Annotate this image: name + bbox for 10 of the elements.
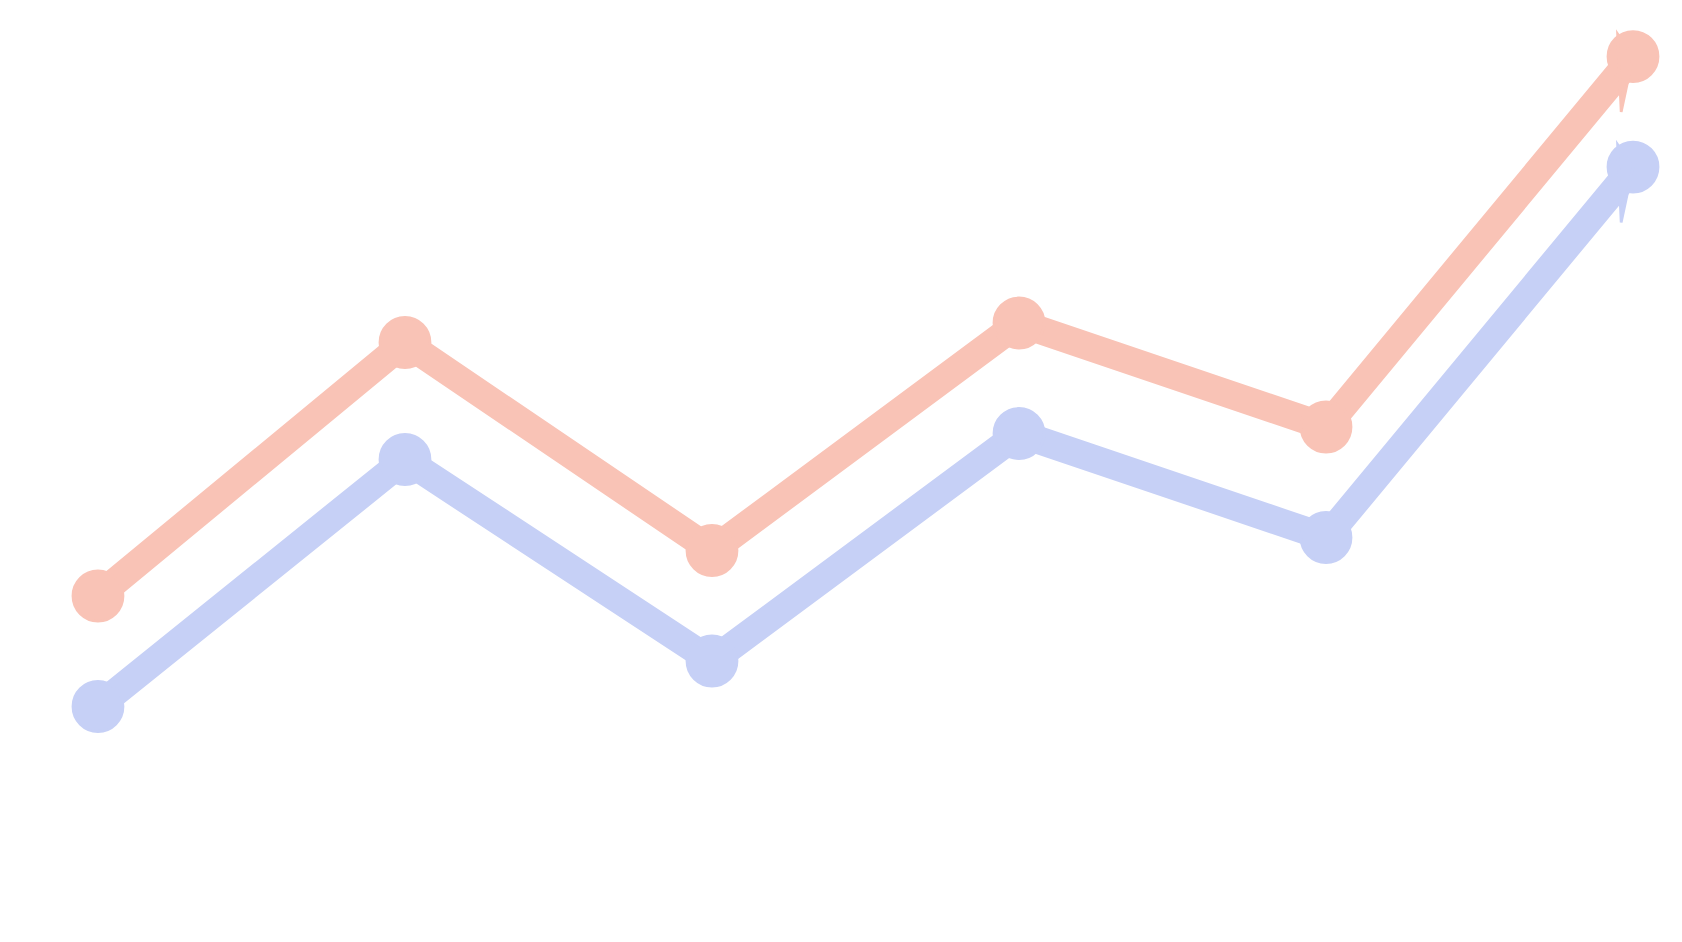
point bbox=[378, 433, 432, 486]
point bbox=[378, 316, 432, 369]
point bbox=[71, 680, 125, 733]
point bbox=[685, 524, 739, 577]
point bbox=[1299, 511, 1353, 564]
point bbox=[1299, 400, 1353, 454]
point bbox=[71, 569, 125, 623]
point bbox=[992, 407, 1046, 460]
point bbox=[685, 634, 739, 688]
point bbox=[992, 296, 1046, 350]
